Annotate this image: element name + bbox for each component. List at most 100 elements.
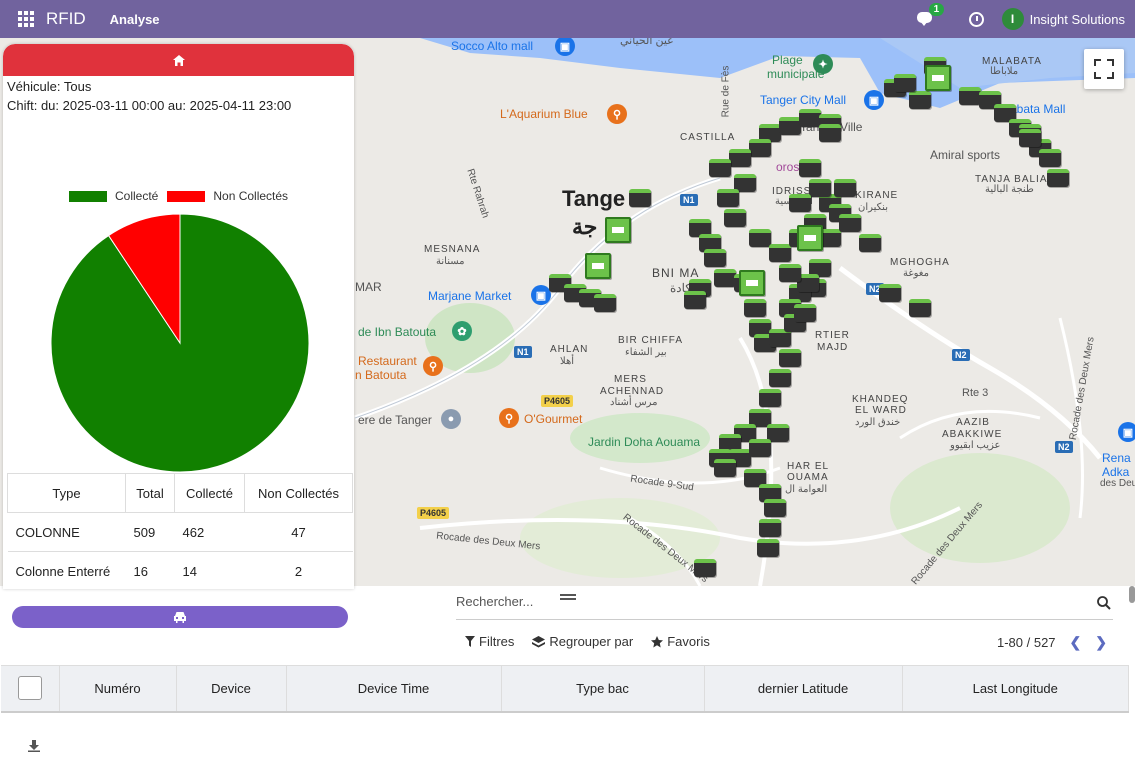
column-header-longitude[interactable]: Last Longitude — [902, 665, 1129, 713]
bin-marker[interactable] — [629, 189, 651, 207]
bin-marker[interactable] — [689, 219, 711, 237]
bin-marker[interactable] — [699, 234, 721, 252]
park-poi-icon[interactable]: ✿ — [452, 321, 472, 341]
column-header-type-bac[interactable]: Type bac — [501, 665, 705, 713]
bin-marker[interactable] — [819, 124, 841, 142]
bin-marker-selected[interactable] — [925, 65, 951, 91]
bin-marker[interactable] — [694, 559, 716, 577]
bin-marker-selected[interactable] — [605, 217, 631, 243]
bin-marker[interactable] — [819, 229, 841, 247]
market-poi-icon[interactable]: ▣ — [531, 285, 551, 305]
bin-marker[interactable] — [714, 269, 736, 287]
favorites-button[interactable]: Favoris — [651, 634, 710, 649]
bin-marker-selected[interactable] — [797, 225, 823, 251]
search-input[interactable] — [456, 594, 1076, 609]
bin-marker[interactable] — [759, 389, 781, 407]
bin-marker[interactable] — [799, 159, 821, 177]
bin-marker[interactable] — [879, 284, 901, 302]
column-header-device[interactable]: Device — [176, 665, 287, 713]
app-brand[interactable]: RFID — [46, 9, 86, 28]
user-avatar[interactable]: I — [1001, 8, 1024, 30]
bin-marker-selected[interactable] — [585, 253, 611, 279]
bin-marker[interactable] — [764, 499, 786, 517]
bin-marker[interactable] — [779, 117, 801, 135]
restaurant-poi-icon-3[interactable]: ⚲ — [499, 408, 519, 428]
group-by-button[interactable]: Regrouper par — [532, 634, 633, 649]
restaurant-poi-icon[interactable]: ⚲ — [607, 104, 627, 124]
bin-marker[interactable] — [734, 174, 756, 192]
bin-marker[interactable] — [704, 249, 726, 267]
pager-previous-icon[interactable]: ❮ — [1069, 634, 1082, 650]
bin-marker[interactable] — [859, 234, 881, 252]
bin-marker[interactable] — [757, 539, 779, 557]
bin-marker[interactable] — [779, 264, 801, 282]
bin-marker-selected[interactable] — [739, 270, 765, 296]
shopping-poi-icon[interactable]: ▣ — [555, 38, 575, 56]
mall-poi-icon[interactable]: ▣ — [864, 90, 884, 110]
column-header-device-time[interactable]: Device Time — [286, 665, 502, 713]
user-name[interactable]: Insight Solutions — [1029, 11, 1125, 27]
bin-marker[interactable] — [794, 304, 816, 322]
bin-marker[interactable] — [767, 424, 789, 442]
bin-marker[interactable] — [684, 291, 706, 309]
fullscreen-button[interactable] — [1084, 49, 1124, 89]
bin-marker[interactable] — [1047, 169, 1069, 187]
bin-marker[interactable] — [729, 149, 751, 167]
search-panel-toggle-icon[interactable] — [560, 594, 576, 602]
column-header-latitude[interactable]: dernier Latitude — [704, 665, 903, 713]
column-header-numero[interactable]: Numéro — [59, 665, 177, 713]
select-all-checkbox[interactable] — [17, 676, 42, 701]
bin-marker[interactable] — [749, 319, 771, 337]
bin-marker[interactable] — [769, 244, 791, 262]
bin-marker[interactable] — [759, 484, 781, 502]
restaurant-poi-icon-2[interactable]: ⚲ — [423, 356, 443, 376]
bin-marker[interactable] — [909, 299, 931, 317]
pie-slice-non-collecte[interactable] — [107, 213, 181, 345]
bin-marker[interactable] — [779, 349, 801, 367]
chat-icon[interactable]: 1 — [916, 3, 945, 26]
bin-marker[interactable] — [894, 74, 916, 92]
bin-marker[interactable] — [799, 109, 821, 127]
bin-marker[interactable] — [749, 409, 771, 427]
map-view[interactable]: Socco Alto mall عين الحياني ▣ Plage muni… — [0, 38, 1135, 586]
bin-marker[interactable] — [789, 194, 811, 212]
bin-marker[interactable] — [714, 459, 736, 477]
beach-poi-icon[interactable]: ✦ — [813, 54, 833, 74]
bin-marker[interactable] — [759, 124, 781, 142]
download-icon[interactable] — [28, 740, 40, 752]
bin-marker[interactable] — [769, 329, 791, 347]
menu-analyse[interactable]: Analyse — [109, 11, 160, 27]
bin-marker[interactable] — [797, 274, 819, 292]
bin-marker[interactable] — [1019, 129, 1041, 147]
pager-next-icon[interactable]: ❯ — [1095, 634, 1107, 650]
bin-marker[interactable] — [594, 294, 616, 312]
bin-marker[interactable] — [724, 209, 746, 227]
place-poi-icon[interactable]: ● — [441, 409, 461, 429]
bin-marker[interactable] — [834, 179, 856, 197]
bin-marker[interactable] — [959, 87, 981, 105]
apps-grid-icon[interactable] — [18, 11, 34, 27]
bin-marker[interactable] — [744, 469, 766, 487]
bin-marker[interactable] — [749, 439, 771, 457]
bin-marker[interactable] — [1039, 149, 1061, 167]
scrollbar[interactable] — [1129, 586, 1135, 603]
activity-clock-icon[interactable] — [968, 11, 984, 27]
bin-marker[interactable] — [809, 259, 831, 277]
filters-button[interactable]: Filtres — [465, 634, 514, 649]
bin-marker[interactable] — [809, 179, 831, 197]
vehicle-button[interactable] — [12, 606, 348, 628]
bin-marker[interactable] — [839, 214, 861, 232]
bin-marker[interactable] — [744, 299, 766, 317]
search-icon[interactable] — [1097, 596, 1111, 610]
panel-header-home[interactable] — [3, 44, 354, 76]
bin-marker[interactable] — [709, 159, 731, 177]
shop-poi-icon-east[interactable]: ▣ — [1118, 422, 1135, 442]
bin-marker[interactable] — [909, 91, 931, 109]
pager-value[interactable]: 1-80 / 527 — [996, 635, 1056, 650]
bin-marker[interactable] — [759, 519, 781, 537]
bin-marker[interactable] — [749, 139, 771, 157]
bin-marker[interactable] — [994, 104, 1016, 122]
bin-marker[interactable] — [749, 229, 771, 247]
bin-marker[interactable] — [769, 369, 791, 387]
bin-marker[interactable] — [719, 434, 741, 452]
